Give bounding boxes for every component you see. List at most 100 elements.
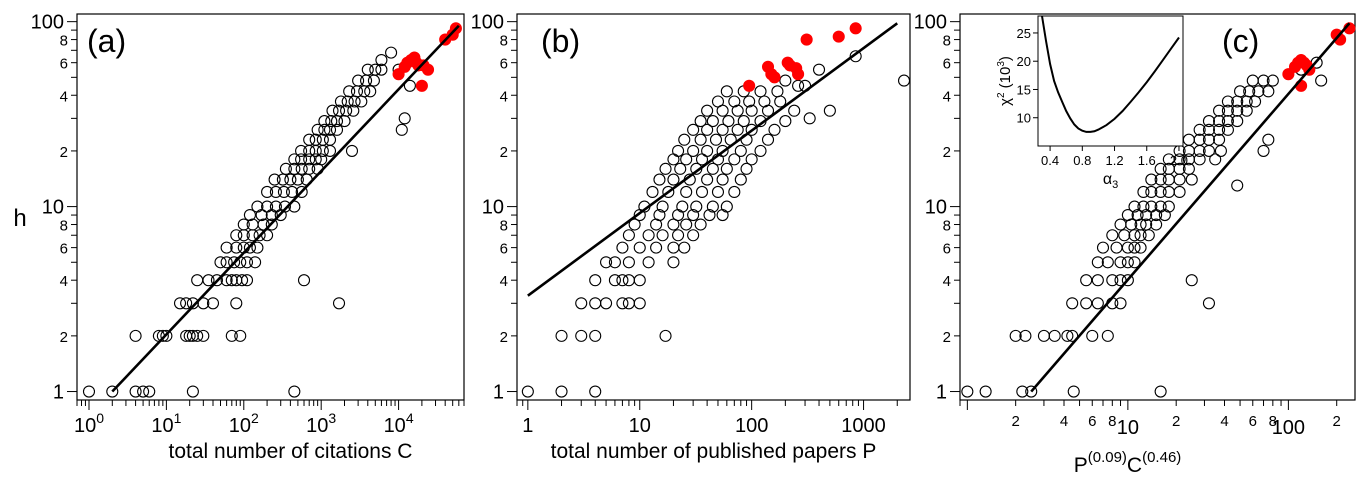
data-point: [728, 153, 741, 166]
data-point: [1252, 85, 1265, 98]
data-point: [253, 229, 266, 242]
inset-y-tick-label: 15: [1017, 82, 1031, 97]
inset-curve: [1041, 15, 1180, 133]
data-point: [622, 256, 635, 269]
data-point: [743, 95, 756, 108]
panel-label: (a): [87, 23, 126, 59]
data-point: [230, 297, 243, 310]
data-point: [716, 123, 729, 136]
y-tick-label: 8: [943, 218, 951, 235]
data-point: [653, 173, 666, 186]
data-point: [1140, 218, 1153, 231]
highlight-point: [832, 30, 845, 43]
data-point: [849, 50, 862, 63]
data-point: [1131, 209, 1144, 222]
inset-y-tick-label: 10: [1017, 111, 1031, 126]
data-point: [1213, 104, 1226, 117]
inset-x-tick-label: 0.4: [1041, 153, 1059, 168]
data-point: [186, 297, 199, 310]
data-point: [1154, 200, 1167, 213]
data-point: [277, 185, 290, 199]
data-point: [332, 297, 346, 310]
data-point: [1009, 329, 1022, 342]
data-point: [228, 256, 241, 269]
y-tick-label: 8: [60, 218, 68, 235]
data-point: [979, 385, 992, 398]
data-point: [622, 229, 635, 242]
data-point: [316, 133, 329, 146]
data-point: [1128, 256, 1141, 269]
y-tick-label: 2: [943, 329, 951, 346]
y-tick-label: 6: [500, 241, 508, 258]
data-point: [659, 329, 672, 342]
data-point: [653, 209, 666, 222]
data-point: [678, 133, 691, 146]
fit-line: [111, 24, 460, 393]
data-point: [186, 329, 199, 342]
data-point: [269, 185, 282, 199]
data-point: [1262, 133, 1275, 146]
data-point: [711, 95, 725, 108]
data-point: [771, 85, 784, 98]
data-point: [1221, 95, 1234, 108]
data-point: [1128, 200, 1141, 213]
data-point: [1128, 241, 1141, 254]
data-point: [628, 218, 641, 231]
highlight-point: [768, 71, 781, 84]
data-point: [129, 329, 142, 342]
data-point: [961, 385, 974, 398]
data-point: [1162, 200, 1175, 213]
data-point: [202, 274, 215, 287]
x-tick-label: 102: [229, 410, 259, 437]
x-tick-label: 10: [629, 415, 651, 437]
data-point: [1118, 229, 1131, 242]
data-point: [1173, 185, 1186, 199]
data-point: [361, 63, 374, 76]
data-point: [220, 274, 233, 287]
data-point: [720, 162, 733, 175]
data-point: [1145, 200, 1158, 213]
data-point: [225, 329, 238, 342]
x-tick-label: 1000: [841, 415, 886, 437]
data-point: [716, 209, 729, 222]
x-tick-label: 100: [74, 410, 104, 437]
data-point: [728, 185, 741, 199]
y-tick-label: 8: [60, 33, 68, 50]
y-tick-label: 6: [60, 56, 68, 73]
data-point: [555, 385, 568, 398]
y-tick-label: 10: [482, 197, 504, 219]
data-point: [608, 274, 621, 287]
data-point: [633, 241, 646, 254]
data-point: [734, 144, 747, 157]
data-point: [1128, 229, 1141, 242]
data-point: [261, 200, 274, 213]
data-point: [1101, 329, 1114, 342]
data-point: [622, 274, 635, 287]
x-tick-label: 8: [1108, 413, 1116, 430]
data-point: [706, 200, 719, 213]
data-point: [716, 144, 729, 157]
data-point: [1101, 256, 1114, 269]
data-point: [667, 256, 680, 269]
data-point: [722, 115, 735, 128]
data-point: [220, 241, 233, 254]
data-point: [1249, 95, 1262, 108]
inset-y-tick-label: 20: [1017, 54, 1031, 69]
inset-x-tick-label: 1.2: [1105, 153, 1123, 168]
highlight-point: [415, 79, 428, 92]
data-point: [589, 297, 602, 310]
data-point: [680, 153, 693, 166]
data-point: [341, 95, 354, 108]
data-point: [186, 385, 199, 398]
data-point: [375, 54, 388, 67]
y-tick-label: 100: [471, 12, 504, 34]
data-point: [803, 112, 816, 125]
data-point: [737, 115, 750, 128]
data-point: [701, 104, 714, 117]
data-point: [297, 274, 311, 287]
highlight-point: [849, 22, 862, 35]
data-point: [249, 256, 262, 269]
data-point: [323, 123, 337, 136]
data-point: [754, 85, 767, 98]
x-axis-title: P(0.09)C(0.46): [1074, 449, 1182, 477]
